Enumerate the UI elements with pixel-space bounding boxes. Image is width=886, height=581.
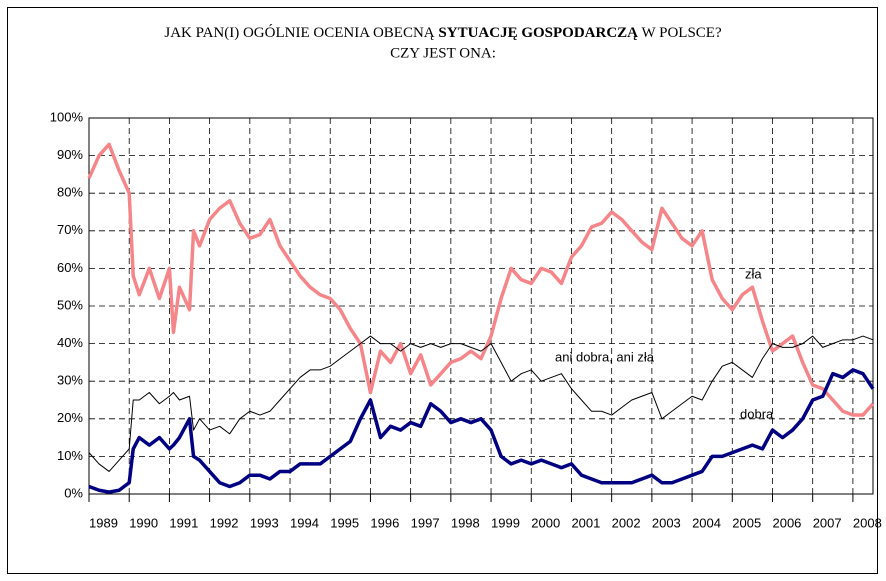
y-tick-label: 0% — [64, 485, 83, 500]
x-tick-label: 1995 — [330, 515, 359, 530]
x-tick-label: 1991 — [169, 515, 198, 530]
series-label: zła — [745, 266, 762, 281]
y-tick-label: 30% — [57, 373, 83, 388]
series-line — [87, 142, 875, 417]
chart-title: JAK PAN(I) OGÓLNIE OCENIA OBECNĄ SYTUACJ… — [164, 24, 722, 41]
x-tick-label: 1998 — [451, 515, 480, 530]
title-part: JAK PAN(I) OGÓLNIE OCENIA OBECNĄ — [164, 24, 434, 41]
x-tick-label: 2000 — [531, 515, 560, 530]
x-tick-label: 2008 — [853, 515, 882, 530]
chart-subtitle: CZY JEST ONA: — [390, 45, 496, 61]
x-tick-label: 2004 — [692, 515, 721, 530]
x-tick-label: 2005 — [732, 515, 761, 530]
series-line — [88, 368, 875, 494]
series-label: dobra — [740, 406, 774, 421]
y-tick-label: 20% — [57, 410, 83, 425]
x-tick-label: 2003 — [652, 515, 681, 530]
x-tick-label: 2007 — [813, 515, 842, 530]
y-tick-label: 80% — [57, 185, 83, 200]
y-tick-label: 60% — [57, 260, 83, 275]
y-tick-label: 40% — [57, 335, 83, 350]
x-tick-label: 1993 — [250, 515, 279, 530]
title-part: W POLSCE? — [641, 25, 721, 41]
x-tick-label: 1999 — [491, 515, 520, 530]
x-tick-label: 2002 — [612, 515, 641, 530]
x-tick-label: 1996 — [370, 515, 399, 530]
y-tick-label: 70% — [57, 222, 83, 237]
series-line — [88, 335, 874, 472]
x-tick-label: 1997 — [411, 515, 440, 530]
series-label: ani dobra, ani zła — [555, 349, 655, 364]
x-tick-label: 2001 — [571, 515, 600, 530]
x-tick-label: 2006 — [772, 515, 801, 530]
y-tick-label: 100% — [50, 109, 84, 124]
x-tick-label: 1989 — [89, 515, 118, 530]
y-tick-label: 10% — [57, 448, 83, 463]
x-tick-label: 1994 — [290, 515, 319, 530]
y-tick-label: 90% — [57, 147, 83, 162]
x-tick-label: 1990 — [129, 515, 158, 530]
y-tick-label: 50% — [57, 297, 83, 312]
x-tick-label: 1992 — [210, 515, 239, 530]
title-bold: SYTUACJĘ GOSPODARCZĄ — [438, 25, 638, 41]
